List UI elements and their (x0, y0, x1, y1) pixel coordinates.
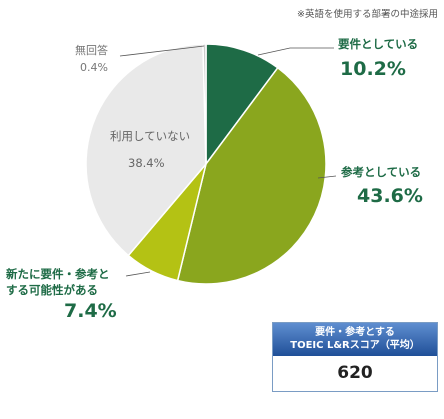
score-title-line2: TOEIC L&Rスコア（平均） (290, 340, 420, 351)
score-box-header: 要件・参考とする TOEIC L&Rスコア（平均） (273, 323, 437, 356)
slice-reference (176, 66, 327, 285)
average-score-box: 要件・参考とする TOEIC L&Rスコア（平均） 620 (272, 322, 438, 392)
label-reference: 参考としている (341, 165, 422, 179)
slice-required (205, 43, 279, 167)
score-title-line1: 要件・参考とする (315, 327, 395, 338)
pct-not-used: 38.4% (128, 156, 165, 170)
pct-required: 10.2% (340, 58, 406, 80)
label-required: 要件としている (338, 37, 419, 51)
leader-no-answer (119, 45, 205, 57)
slice-no-answer (202, 43, 207, 165)
leader-possible (125, 271, 151, 277)
leader-required (257, 47, 334, 56)
label-possible-line1: 新たに要件・参考と (6, 267, 110, 281)
pct-possible: 7.4% (64, 300, 117, 322)
score-value: 620 (337, 363, 373, 383)
label-not-used: 利用していない (110, 129, 191, 143)
footnote: ※英語を使用する部署の中途採用 (297, 9, 438, 20)
label-possible-line2: する可能性がある (6, 283, 98, 297)
pct-no-answer: 0.4% (80, 61, 108, 74)
label-no-answer: 無回答 (75, 44, 108, 57)
pct-reference: 43.6% (357, 185, 423, 207)
leader-reference (317, 175, 337, 179)
